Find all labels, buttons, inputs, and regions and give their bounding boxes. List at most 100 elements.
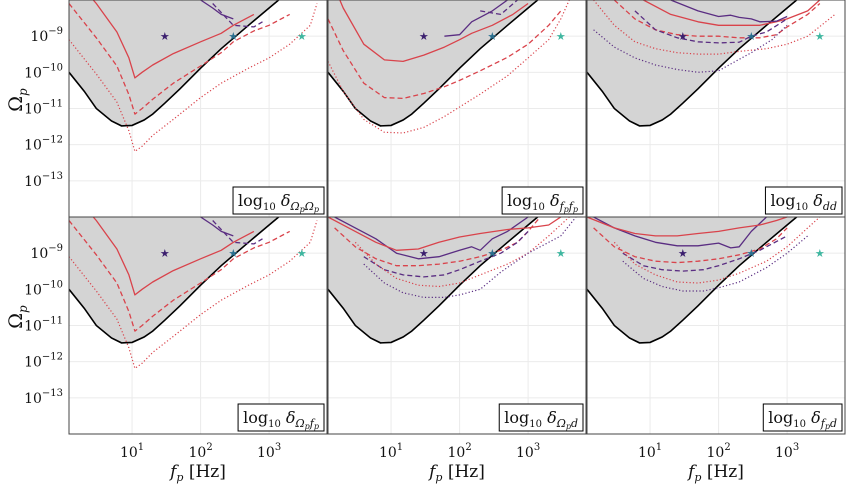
marker-star-2: ★ [487,247,497,260]
panel-label: log10 δdd [764,186,843,215]
x-tick-label: 103 [775,442,799,461]
y-axis-label: Ωp [5,88,30,112]
panel-label-text: log10 δfpfp [507,191,578,214]
marker-star-2: ★ [746,247,756,260]
panel-4: ★ ★ ★ log10 δΩpfp [68,216,328,435]
panel-label-box [232,186,325,215]
series-purple-dashed [634,10,788,44]
panel-label: log10 δfpfp [501,186,584,215]
series-purple-solid [593,217,767,249]
panel-label-box [498,403,584,432]
y-tick-label: 10−10 [24,279,63,298]
axes-layer: 10−9 10−10 10−11 10−12 10−13 Ωp 10−9 10−10 10−11… [5,26,799,484]
y-tick-label: 10−10 [24,62,63,81]
panel-border [327,216,587,435]
panel-label-box [762,403,843,432]
panel-label-text: log10 δΩpfp [243,408,319,431]
y-axis-label: Ωp [5,305,30,329]
marker-star-2: ★ [228,247,238,260]
series-red-solid [643,0,821,26]
panel-border [586,216,846,435]
series-purple-solid [334,217,529,260]
panel-label-box [501,186,584,215]
series-red-solid [587,217,788,237]
series-purple-dashed [480,0,518,16]
panel-2: ★ ★ ★ log10 δfpfp [327,0,587,218]
series-red-dotted [593,0,836,55]
x-tick-label: 103 [257,442,281,461]
series-purple-dashed [363,230,529,278]
panel-label: log10 δΩpfp [237,403,325,432]
x-tick-label: 101 [379,442,403,461]
panel-label: log10 δfpd [762,403,843,432]
panel-label-text: log10 δΩpΩp [238,191,319,214]
x-axis-label: fp [Hz] [686,462,744,484]
shaded-region [328,0,538,126]
y-tick-label: 10−11 [24,316,63,335]
y-tick-label: 10−13 [24,388,63,407]
y-tick-label: 10−11 [24,99,63,118]
panel-5: ★ ★ ★ log10 δΩpd [327,216,587,435]
marker-star-3: ★ [297,30,307,43]
shaded-region [69,217,279,343]
x-tick-label: 102 [447,442,471,461]
series-purple-solid [444,0,508,37]
series-red-dotted [69,3,318,152]
marker-star-3: ★ [815,30,825,43]
marker-star-3: ★ [815,247,825,260]
y-tick-label: 10−12 [24,352,63,371]
x-tick-label: 103 [516,442,540,461]
panel-3: ★ ★ ★ log10 δdd [586,0,846,218]
boundary-curve [69,0,280,127]
series-purple-solid [670,0,788,23]
marker-star-1: ★ [160,30,170,43]
series-red-solid [339,0,529,63]
series-purple-dashed [212,3,263,28]
series-red-dotted [69,220,318,369]
panel-label-text: log10 δΩpd [504,408,578,431]
panel-border [68,216,328,435]
y-tick-label: 10−12 [24,135,63,154]
panel-label-box [237,403,325,432]
panel-label-text: log10 δdd [770,191,837,213]
series-purple-dashed [622,235,788,272]
boundary-curve [328,217,539,344]
y-tick-label: 10−9 [30,243,63,262]
panel-6: ★ ★ ★ log10 δfpd [586,216,846,435]
shaded-region [328,217,538,343]
marker-star-1: ★ [678,247,688,260]
boundary-curve [328,0,539,127]
panel-1: ★ ★ ★ log10 δΩpΩp [68,0,328,218]
marker-star-1: ★ [419,247,429,260]
series-purple-dotted [593,24,788,73]
marker-star-1: ★ [419,30,429,43]
boundary-curve [587,217,798,344]
x-tick-label: 101 [638,442,662,461]
x-tick-label: 101 [120,442,144,461]
shaded-region [587,0,797,126]
series-red-solid [92,0,255,79]
series-purple-solid [200,0,234,20]
x-tick-label: 102 [706,442,730,461]
marker-star-1: ★ [160,247,170,260]
x-axis-label: fp [Hz] [168,462,226,484]
panel-label: log10 δΩpd [498,403,584,432]
boundary-curve [587,0,798,127]
series-red-dotted [328,0,570,134]
marker-star-2: ★ [487,30,497,43]
marker-star-2: ★ [228,30,238,43]
marker-star-3: ★ [556,30,566,43]
marker-star-3: ★ [556,247,566,260]
series-purple-solid [200,217,234,237]
panel-label-box [764,186,843,215]
boundary-curve [69,217,280,344]
series-red-dashed [328,10,562,100]
series-red-dotted [354,217,570,288]
series-red-solid [92,217,255,296]
shaded-region [69,0,279,126]
series-red-dashed [69,3,291,115]
y-tick-label: 10−13 [24,171,63,190]
x-axis-label: fp [Hz] [427,462,485,484]
y-tick-label: 10−9 [30,26,63,45]
